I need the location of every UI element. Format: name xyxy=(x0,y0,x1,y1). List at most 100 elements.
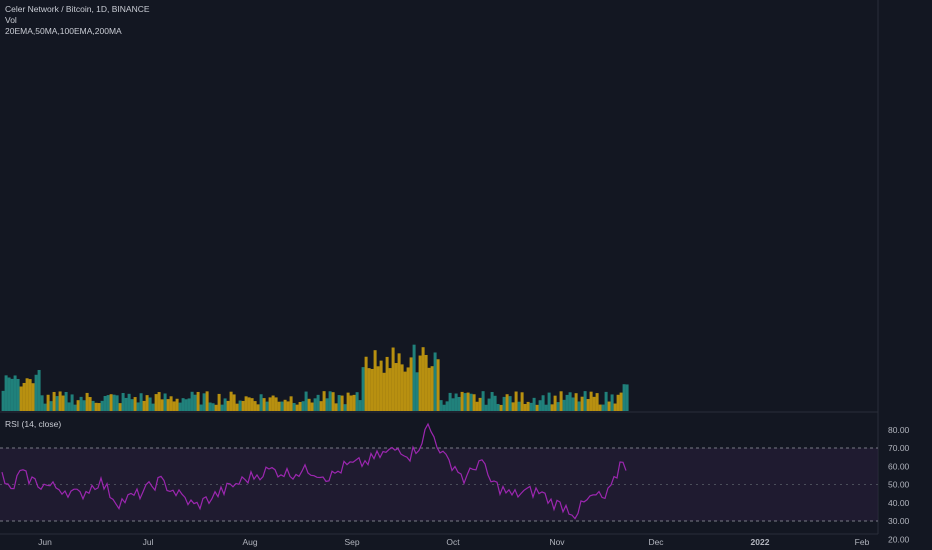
volume-bar xyxy=(238,400,242,411)
volume-bar xyxy=(94,402,98,411)
volume-bar xyxy=(277,401,281,411)
volume-bar xyxy=(100,400,104,411)
volume-bar xyxy=(124,397,128,411)
volume-bar xyxy=(331,392,335,411)
volume-bar xyxy=(289,396,293,411)
volume-bar xyxy=(487,398,491,411)
volume-bar xyxy=(370,368,374,411)
volume-bar xyxy=(412,344,416,411)
volume-bar xyxy=(244,396,248,411)
volume-bar xyxy=(595,393,599,411)
volume-bar xyxy=(514,391,518,411)
volume-bar xyxy=(196,391,200,411)
volume-bar xyxy=(562,399,566,411)
volume-bar xyxy=(283,399,287,411)
volume-bar xyxy=(592,396,596,411)
volume-bar xyxy=(151,403,155,411)
volume-bar xyxy=(178,402,182,411)
volume-bar xyxy=(505,394,509,411)
chart-title: Celer Network / Bitcoin, 1D, BINANCE xyxy=(5,4,150,14)
volume-bar xyxy=(607,401,611,411)
volume-bar xyxy=(175,398,179,411)
volume-bar xyxy=(235,403,239,411)
volume-bar xyxy=(19,386,23,411)
volume-bar xyxy=(160,399,164,411)
ema-label: 20EMA,50MA,100EMA,200MA xyxy=(5,26,122,36)
volume-bar xyxy=(547,392,551,411)
volume-bar xyxy=(55,396,59,411)
volume-bar xyxy=(598,404,602,411)
volume-bar xyxy=(7,377,11,411)
volume-bar xyxy=(82,400,86,411)
volume-bar xyxy=(13,375,17,411)
volume-bar xyxy=(559,391,563,411)
volume-bar xyxy=(460,391,464,411)
volume-bar xyxy=(316,394,320,411)
volume-label: Vol xyxy=(5,15,17,25)
volume-bar xyxy=(535,404,539,411)
volume-bar xyxy=(145,395,149,411)
volume-bar xyxy=(556,402,560,411)
volume-bar xyxy=(253,401,257,411)
volume-bar xyxy=(76,400,80,411)
volume-bar xyxy=(550,404,554,411)
volume-bar xyxy=(511,402,515,411)
volume-bar xyxy=(478,397,482,411)
volume-bar xyxy=(601,404,605,411)
volume-bar xyxy=(565,394,569,411)
volume-bar xyxy=(163,393,167,411)
volume-bar xyxy=(97,403,101,411)
time-tick-label: Nov xyxy=(549,537,565,547)
volume-bar xyxy=(388,368,392,411)
volume-bar xyxy=(493,395,497,411)
volume-bar xyxy=(304,391,308,411)
volume-bar xyxy=(391,347,395,411)
volume-bar xyxy=(325,398,329,411)
volume-bar xyxy=(115,395,119,411)
volume-bar xyxy=(367,368,371,411)
volume-bar xyxy=(376,366,380,411)
volume-bar xyxy=(190,391,194,411)
volume-bar xyxy=(622,384,626,411)
volume-bar xyxy=(379,360,383,411)
volume-bar xyxy=(463,393,467,411)
volume-bar xyxy=(625,384,629,411)
volume-bar xyxy=(436,359,440,411)
volume-bar xyxy=(118,403,122,411)
time-tick-label: Dec xyxy=(648,537,664,547)
volume-bar xyxy=(610,394,614,411)
volume-bar xyxy=(121,393,125,411)
volume-bar xyxy=(520,392,524,411)
volume-bar xyxy=(385,356,389,411)
volume-bar xyxy=(496,403,500,411)
rsi-line xyxy=(1,422,627,520)
volume-bar xyxy=(208,402,212,411)
rsi-tick-label: 40.00 xyxy=(888,498,910,508)
volume-bar xyxy=(502,396,506,411)
volume-bar xyxy=(31,383,35,411)
time-tick-label: 2022 xyxy=(751,537,770,547)
volume-bar xyxy=(466,392,470,411)
volume-bar xyxy=(187,398,191,411)
volume-bar xyxy=(355,392,359,411)
volume-bar xyxy=(574,393,578,411)
volume-bar xyxy=(589,391,593,411)
volume-bar xyxy=(271,395,275,411)
rsi-axis: 80.00 70.00 60.00 50.00 40.00 30.00 20.00 xyxy=(888,425,910,545)
volume-bar xyxy=(49,401,53,411)
volume-bar xyxy=(265,401,269,411)
volume-bar xyxy=(286,401,290,411)
volume-bar xyxy=(52,391,56,411)
time-tick-label: Oct xyxy=(446,537,460,547)
time-tick-label: Aug xyxy=(242,537,257,547)
volume-bar xyxy=(580,396,584,411)
volume-bar xyxy=(142,400,146,411)
volume-bar xyxy=(181,398,185,411)
volume-bar xyxy=(247,397,251,411)
rsi-tick-label: 20.00 xyxy=(888,534,910,544)
volume-bar xyxy=(64,391,68,411)
volume-bar xyxy=(202,393,206,411)
volume-bar xyxy=(172,401,176,411)
rsi-tick-label: 50.00 xyxy=(888,480,910,490)
